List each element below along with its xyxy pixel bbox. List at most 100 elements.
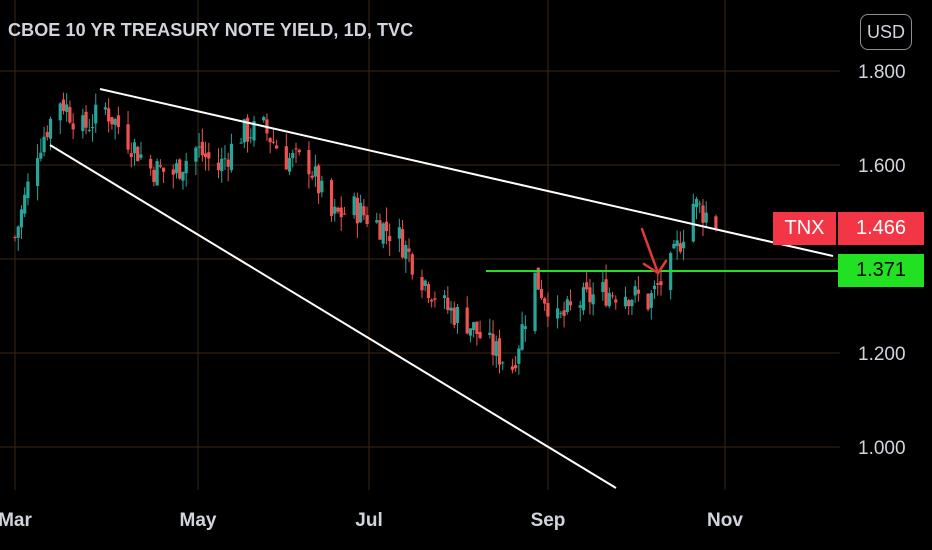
candle-body xyxy=(517,348,521,364)
candle-body xyxy=(291,152,295,159)
candle-body xyxy=(533,272,537,332)
x-tick-label: Jul xyxy=(355,510,382,531)
upper-trendline[interactable] xyxy=(99,88,834,257)
candle-body xyxy=(129,153,133,157)
candle-body xyxy=(581,287,586,311)
candle-body xyxy=(491,333,495,356)
candle-body xyxy=(536,267,540,290)
candle-body xyxy=(90,127,95,129)
candle-body xyxy=(465,307,469,334)
candle-body xyxy=(397,227,401,239)
candle-body xyxy=(229,143,234,171)
candle-body xyxy=(110,117,114,125)
candle-body xyxy=(275,145,279,149)
candle-body xyxy=(656,283,660,285)
candle-body xyxy=(694,198,699,208)
candle-body xyxy=(510,366,515,370)
grid xyxy=(0,0,840,490)
candle-body xyxy=(262,116,266,121)
candle-body xyxy=(71,123,75,130)
currency-button[interactable]: USD xyxy=(860,14,912,50)
candle-body xyxy=(26,181,30,199)
candle-body xyxy=(514,365,518,369)
candle-body xyxy=(659,281,663,286)
candle-body xyxy=(559,312,563,314)
candle-body xyxy=(475,321,479,335)
x-tick-label: Nov xyxy=(707,510,743,531)
candle-body xyxy=(430,299,434,302)
candle-body xyxy=(384,221,389,232)
candle-body xyxy=(155,161,159,186)
candle-body xyxy=(181,171,185,181)
candle-body xyxy=(678,243,682,252)
candle-body xyxy=(126,124,130,150)
ticker-label: TNX xyxy=(773,212,836,245)
candle-body xyxy=(223,158,227,160)
candle-body xyxy=(87,130,91,132)
chart-title: CBOE 10 YR TREASURY NOTE YIELD, 1D, TVC xyxy=(8,20,414,40)
candle-body xyxy=(691,203,695,242)
candle-body xyxy=(588,287,592,303)
candle-body xyxy=(649,292,653,308)
candle-body xyxy=(58,103,62,121)
candle-body xyxy=(672,243,676,249)
lower-trendline[interactable] xyxy=(49,144,617,489)
candle-body xyxy=(478,332,482,338)
candle-body xyxy=(61,99,66,111)
candle-body xyxy=(543,298,547,304)
candle-body xyxy=(245,117,250,142)
candle-body xyxy=(226,159,230,167)
candle-body xyxy=(249,137,253,139)
candle-body xyxy=(336,207,340,212)
candle-body xyxy=(614,299,618,303)
candle-body xyxy=(313,166,317,177)
x-tick-label: Mar xyxy=(0,510,32,531)
candle-body xyxy=(23,194,27,214)
x-tick-label: May xyxy=(180,510,217,531)
y-tick-label: 1.800 xyxy=(858,62,906,83)
candle-body xyxy=(375,220,379,223)
candle-body xyxy=(284,146,288,170)
candle-body xyxy=(329,180,334,217)
candle-body xyxy=(546,302,550,317)
candle-body xyxy=(523,326,527,329)
candle-body xyxy=(149,158,153,169)
candle-body xyxy=(681,241,686,249)
candle-body xyxy=(36,158,40,187)
candle-body xyxy=(317,165,321,194)
candle-body xyxy=(407,248,411,252)
candle-body xyxy=(381,223,385,244)
candle-body xyxy=(562,310,566,316)
candle-body xyxy=(152,169,156,182)
candle-body xyxy=(355,197,359,224)
candle-body xyxy=(472,322,476,331)
down-arrow-annotation[interactable] xyxy=(640,227,668,275)
candle-body xyxy=(607,292,611,307)
y-tick-label: 1.000 xyxy=(858,438,906,459)
candle-body xyxy=(633,286,637,296)
candle-body xyxy=(19,209,24,228)
candle-body xyxy=(297,149,301,153)
candle-body xyxy=(388,236,392,242)
candle-body xyxy=(68,107,72,123)
candle-body xyxy=(701,205,705,223)
candle-body xyxy=(84,111,88,128)
candle-body xyxy=(362,206,366,216)
candle-body xyxy=(48,118,53,139)
candle-body xyxy=(136,146,140,162)
candle-body xyxy=(103,107,108,110)
candle-body xyxy=(252,121,256,141)
candle-body xyxy=(604,279,608,306)
candle-body xyxy=(339,207,343,218)
candle-body xyxy=(442,295,447,299)
candle-body xyxy=(420,277,424,291)
candle-body xyxy=(307,150,311,175)
candle-body xyxy=(520,324,524,350)
candle-body xyxy=(352,196,356,216)
candle-body xyxy=(578,305,582,308)
candle-body xyxy=(433,298,437,300)
candle-body xyxy=(268,138,272,143)
candle-body xyxy=(113,119,117,125)
candle-body xyxy=(139,154,143,158)
